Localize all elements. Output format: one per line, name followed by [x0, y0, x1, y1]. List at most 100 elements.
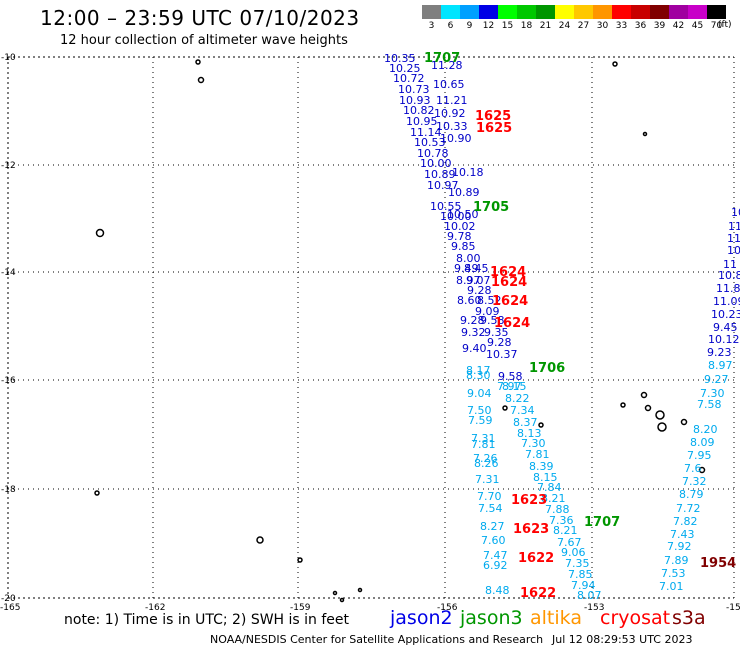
wave-height-label: 9.32 — [461, 326, 486, 339]
wave-height-label: 7.35 — [565, 557, 590, 570]
latitude-tick-label: -14 — [1, 268, 16, 278]
mission-jason2: jason2 — [390, 607, 453, 629]
wave-height-label: 8.00 — [456, 252, 481, 265]
legend-swatch — [517, 5, 536, 19]
legend-swatch-label: 21 — [539, 21, 552, 31]
wave-height-label: 10.82 — [403, 104, 435, 117]
longitude-tick-label: -15 — [726, 603, 740, 613]
wave-height-label: 10.95 — [406, 115, 438, 128]
axis-tick-labels: -10 -12 -14 -16 -18 -20-165 -162 -159 -156 -153 -1… — [0, 53, 740, 613]
wave-height-label: 9.28 — [460, 314, 485, 327]
wave-height-label: 10.92 — [434, 107, 466, 120]
island — [297, 557, 303, 563]
wave-height-label: 10.90 — [440, 132, 472, 145]
legend-swatch-label: 42 — [672, 21, 685, 31]
latitude-tick-label: -18 — [1, 485, 16, 495]
wave-height-label: 10.37 — [486, 348, 518, 361]
pass-time-label: 1623 — [511, 493, 547, 508]
wave-height-label: 7.58 — [697, 398, 722, 411]
legend-swatch-label: 27 — [577, 21, 590, 31]
wave-height-label: 8.39 — [529, 460, 554, 473]
wave-height-label: 11.21 — [436, 94, 468, 107]
wave-height-label: 10.89 — [424, 168, 456, 181]
wave-height-label: 9.27 — [704, 373, 729, 386]
longitude-tick-label: -153 — [584, 603, 604, 613]
wave-height-label: 8.37 — [513, 416, 538, 429]
wave-height-label: 8.17 — [466, 364, 491, 377]
wave-height-label: 7.01 — [659, 580, 684, 593]
wave-height-label: 7.94 — [571, 579, 596, 592]
pass-time-label: 1622 — [518, 551, 554, 566]
longitude-tick-label: -156 — [437, 603, 458, 613]
island — [640, 391, 648, 399]
legend-swatch-label: 24 — [558, 21, 571, 31]
wave-height-label: 9.58 — [498, 370, 523, 383]
wave-height-label: 9.07 — [466, 274, 491, 287]
wave-height-label: 11 — [723, 258, 737, 271]
wave-height-label: 9.23 — [707, 346, 732, 359]
wave-height-label: 7.30 — [521, 437, 546, 450]
map-subtitle: 12 hour collection of altimeter wave hei… — [60, 33, 348, 48]
wave-height-label: 7.6 — [684, 462, 702, 475]
legend-swatch-label: 70 — [710, 21, 723, 31]
wave-height-label: 11 — [728, 220, 740, 233]
longitude-tick-label: -162 — [145, 603, 165, 613]
pass-time-label: 1707 — [584, 515, 620, 530]
legend-swatch — [498, 5, 517, 19]
pass-time-label: 1625 — [476, 121, 512, 136]
wave-height-label: 7.53 — [661, 567, 686, 580]
wave-height-label: 11.28 — [431, 59, 463, 72]
wave-height-label: 7.31 — [475, 473, 500, 486]
wave-height-label: 7.92 — [667, 540, 692, 553]
pass-time-labels: 1707162516251705162416241624162417061623… — [424, 51, 736, 601]
wave-height-label: 10 — [731, 206, 740, 219]
island — [657, 422, 667, 432]
pass-time-label: 1954 — [700, 556, 736, 571]
mission-jason3: jason3 — [460, 607, 523, 629]
legend-swatch — [688, 5, 707, 19]
wave-height-label: 11 — [727, 232, 740, 245]
wave-height-label: 8.97 — [708, 359, 733, 372]
latitude-tick-label: -10 — [1, 53, 16, 63]
wave-height-label: 10.8 — [718, 269, 740, 282]
wave-height-label: 9.04 — [467, 387, 492, 400]
wave-height-label: 11.09 — [713, 295, 740, 308]
wave-height-label: 7.60 — [481, 534, 506, 547]
wave-height-label: 10.65 — [433, 78, 465, 91]
island — [698, 466, 706, 474]
wave-height-label: 8.22 — [505, 392, 530, 405]
pass-time-label: 1622 — [520, 586, 556, 601]
wave-height-label: 9.85 — [451, 240, 476, 253]
wave-height-label: 7.32 — [682, 475, 707, 488]
wave-height-label: 7.81 — [525, 448, 550, 461]
wave-height-label: 10.12 — [708, 333, 740, 346]
wave-height-label: 8.20 — [693, 423, 718, 436]
wave-height-label: 7.84 — [537, 481, 562, 494]
wave-height-label: 10.53 — [414, 136, 446, 149]
latitude-tick-label: -20 — [1, 594, 16, 604]
wave-height-label: 7.47 — [483, 549, 508, 562]
wave-height-label: 10.78 — [417, 147, 449, 160]
legend-swatch — [441, 5, 460, 19]
wave-height-label: 7.36 — [549, 514, 574, 527]
wave-height-label: 10.93 — [399, 94, 431, 107]
wave-height-label: 11.8 — [716, 282, 740, 295]
wave-height-label: 8.60 — [457, 294, 482, 307]
legend-swatch-label: 45 — [691, 21, 704, 31]
pass-time-label: 1624 — [494, 316, 530, 331]
island — [197, 76, 205, 84]
island — [339, 597, 345, 603]
wave-height-label: 7.70 — [477, 490, 502, 503]
wave-height-label: 8.21 — [553, 524, 578, 537]
legend-swatch — [650, 5, 669, 19]
legend-swatch — [479, 5, 498, 19]
wave-height-label: 8.15 — [502, 380, 527, 393]
island — [655, 410, 665, 420]
footer-timestamp: Jul 12 08:29:53 UTC 2023 — [552, 633, 693, 646]
wave-height-label: 10.35 — [384, 52, 416, 65]
island — [538, 422, 544, 428]
wave-height-label: 8.79 — [679, 488, 704, 501]
legend-swatch — [574, 5, 593, 19]
mission-cryosat: cryosat — [600, 607, 671, 629]
